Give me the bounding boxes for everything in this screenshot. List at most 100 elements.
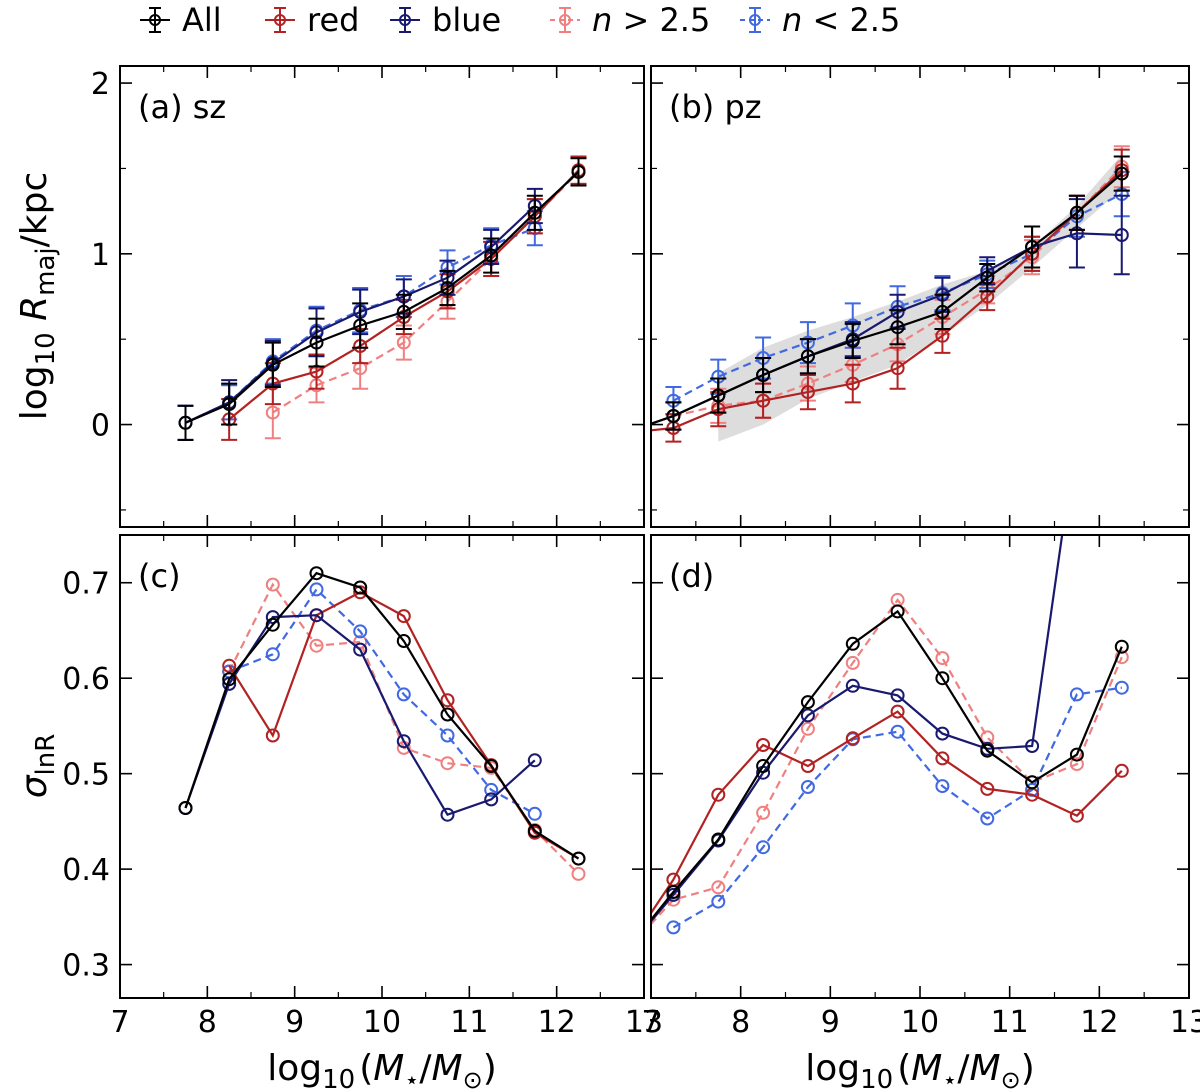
data-point	[1025, 739, 1040, 753]
data-point	[756, 738, 771, 752]
data-point	[484, 248, 499, 263]
data-point	[1069, 205, 1084, 220]
data-point	[265, 728, 280, 743]
error-bar	[1113, 194, 1130, 276]
error-bar	[264, 341, 281, 388]
data-point	[618, 427, 630, 439]
data-point	[890, 724, 905, 739]
data-point	[178, 415, 193, 430]
data-point	[309, 608, 324, 623]
series-line-nhigh	[651, 598, 1123, 926]
series-line-nhigh	[228, 582, 580, 875]
series-nhigh	[618, 592, 1129, 959]
data-point	[845, 636, 860, 651]
error-bar	[889, 346, 906, 390]
x-tick-label: 8	[198, 1005, 217, 1040]
data-point	[756, 393, 771, 408]
data-point	[396, 687, 411, 702]
data-point	[1069, 757, 1084, 772]
data-point	[845, 655, 860, 670]
legend: All red blue n > 2.5 n < 2.5	[140, 1, 900, 39]
series-line-red	[651, 710, 1123, 915]
data-point	[353, 580, 368, 595]
panel-label: (d)	[669, 557, 714, 595]
panel-c: 0.3 0.4 0.5 0.6 0.7 7 8 9 10 11 12 13 (c)	[62, 534, 663, 1040]
data-point	[618, 427, 630, 439]
error-bar	[616, 421, 632, 445]
x-tick-label: 10	[363, 1005, 401, 1040]
data-point	[618, 947, 630, 959]
error-bar	[844, 363, 861, 404]
error-bar	[799, 338, 816, 375]
plot-area	[178, 566, 586, 881]
data-point	[1069, 687, 1084, 702]
error-bar	[1113, 155, 1130, 192]
data-point	[396, 304, 411, 319]
series-line-nhigh	[651, 165, 1123, 425]
data-point	[309, 335, 324, 350]
data-point	[800, 385, 815, 400]
data-point	[440, 807, 455, 822]
data-point	[353, 585, 368, 600]
error-bar	[889, 309, 906, 346]
data-point	[396, 734, 411, 749]
y-tick-label: 2	[91, 67, 110, 102]
x-tick-label: 9	[285, 1005, 304, 1040]
data-point	[756, 840, 771, 855]
error-bar	[755, 356, 772, 394]
y-tick-label: 0.4	[62, 853, 110, 888]
panel-a: 0 1 2 (a) sz	[91, 65, 645, 528]
panel-label: (b) pz	[669, 88, 762, 126]
legend-label: red	[307, 1, 359, 39]
data-point	[527, 753, 542, 768]
error-bar	[221, 382, 238, 426]
data-point	[800, 780, 815, 794]
error-bar	[1024, 225, 1041, 269]
data-point	[935, 726, 950, 741]
error-bar	[308, 317, 325, 368]
error-bar	[710, 377, 727, 414]
data-point	[440, 707, 455, 722]
x-tick-label: 12	[1080, 1005, 1118, 1040]
data-point	[440, 693, 455, 708]
x-tick-label: 11	[450, 1005, 488, 1040]
y-tick-label: 0.3	[62, 949, 110, 984]
data-point	[440, 756, 455, 771]
error-bar	[483, 237, 500, 274]
data-point	[935, 651, 950, 666]
data-point	[527, 823, 542, 838]
error-bar	[616, 421, 632, 445]
legend-marker	[149, 14, 161, 26]
x-tick-label: 10	[901, 1005, 939, 1040]
data-point	[527, 205, 542, 220]
legend-item-nlow: n < 2.5	[740, 1, 900, 39]
error-bar	[177, 404, 194, 441]
data-point	[618, 947, 630, 959]
data-point	[980, 811, 995, 826]
uncertainty-band	[718, 154, 1122, 442]
axis-labels: log10 (M⋆/M⊙) log10 (M⋆/M⊙) log10 Rmaj/kpc σl…	[14, 172, 1035, 1092]
data-point	[1025, 775, 1040, 790]
data-point	[756, 368, 771, 382]
error-bar	[570, 157, 587, 187]
data-point	[800, 695, 815, 710]
data-point	[309, 582, 324, 597]
data-point	[980, 743, 995, 758]
x-tick-label: 7	[110, 1005, 129, 1040]
data-point	[711, 894, 726, 909]
data-point	[1025, 240, 1040, 254]
data-point	[756, 759, 771, 773]
panel-frame	[119, 65, 645, 528]
series-line-all	[651, 172, 1123, 425]
panel-label: (c)	[138, 557, 181, 595]
error-bar	[526, 194, 543, 231]
data-point	[890, 704, 905, 719]
data-point	[666, 885, 681, 899]
data-point	[396, 335, 411, 350]
data-point	[800, 349, 815, 364]
data-point	[618, 947, 630, 959]
data-point	[618, 427, 630, 439]
legend-marker	[399, 14, 411, 26]
data-point	[222, 672, 237, 687]
